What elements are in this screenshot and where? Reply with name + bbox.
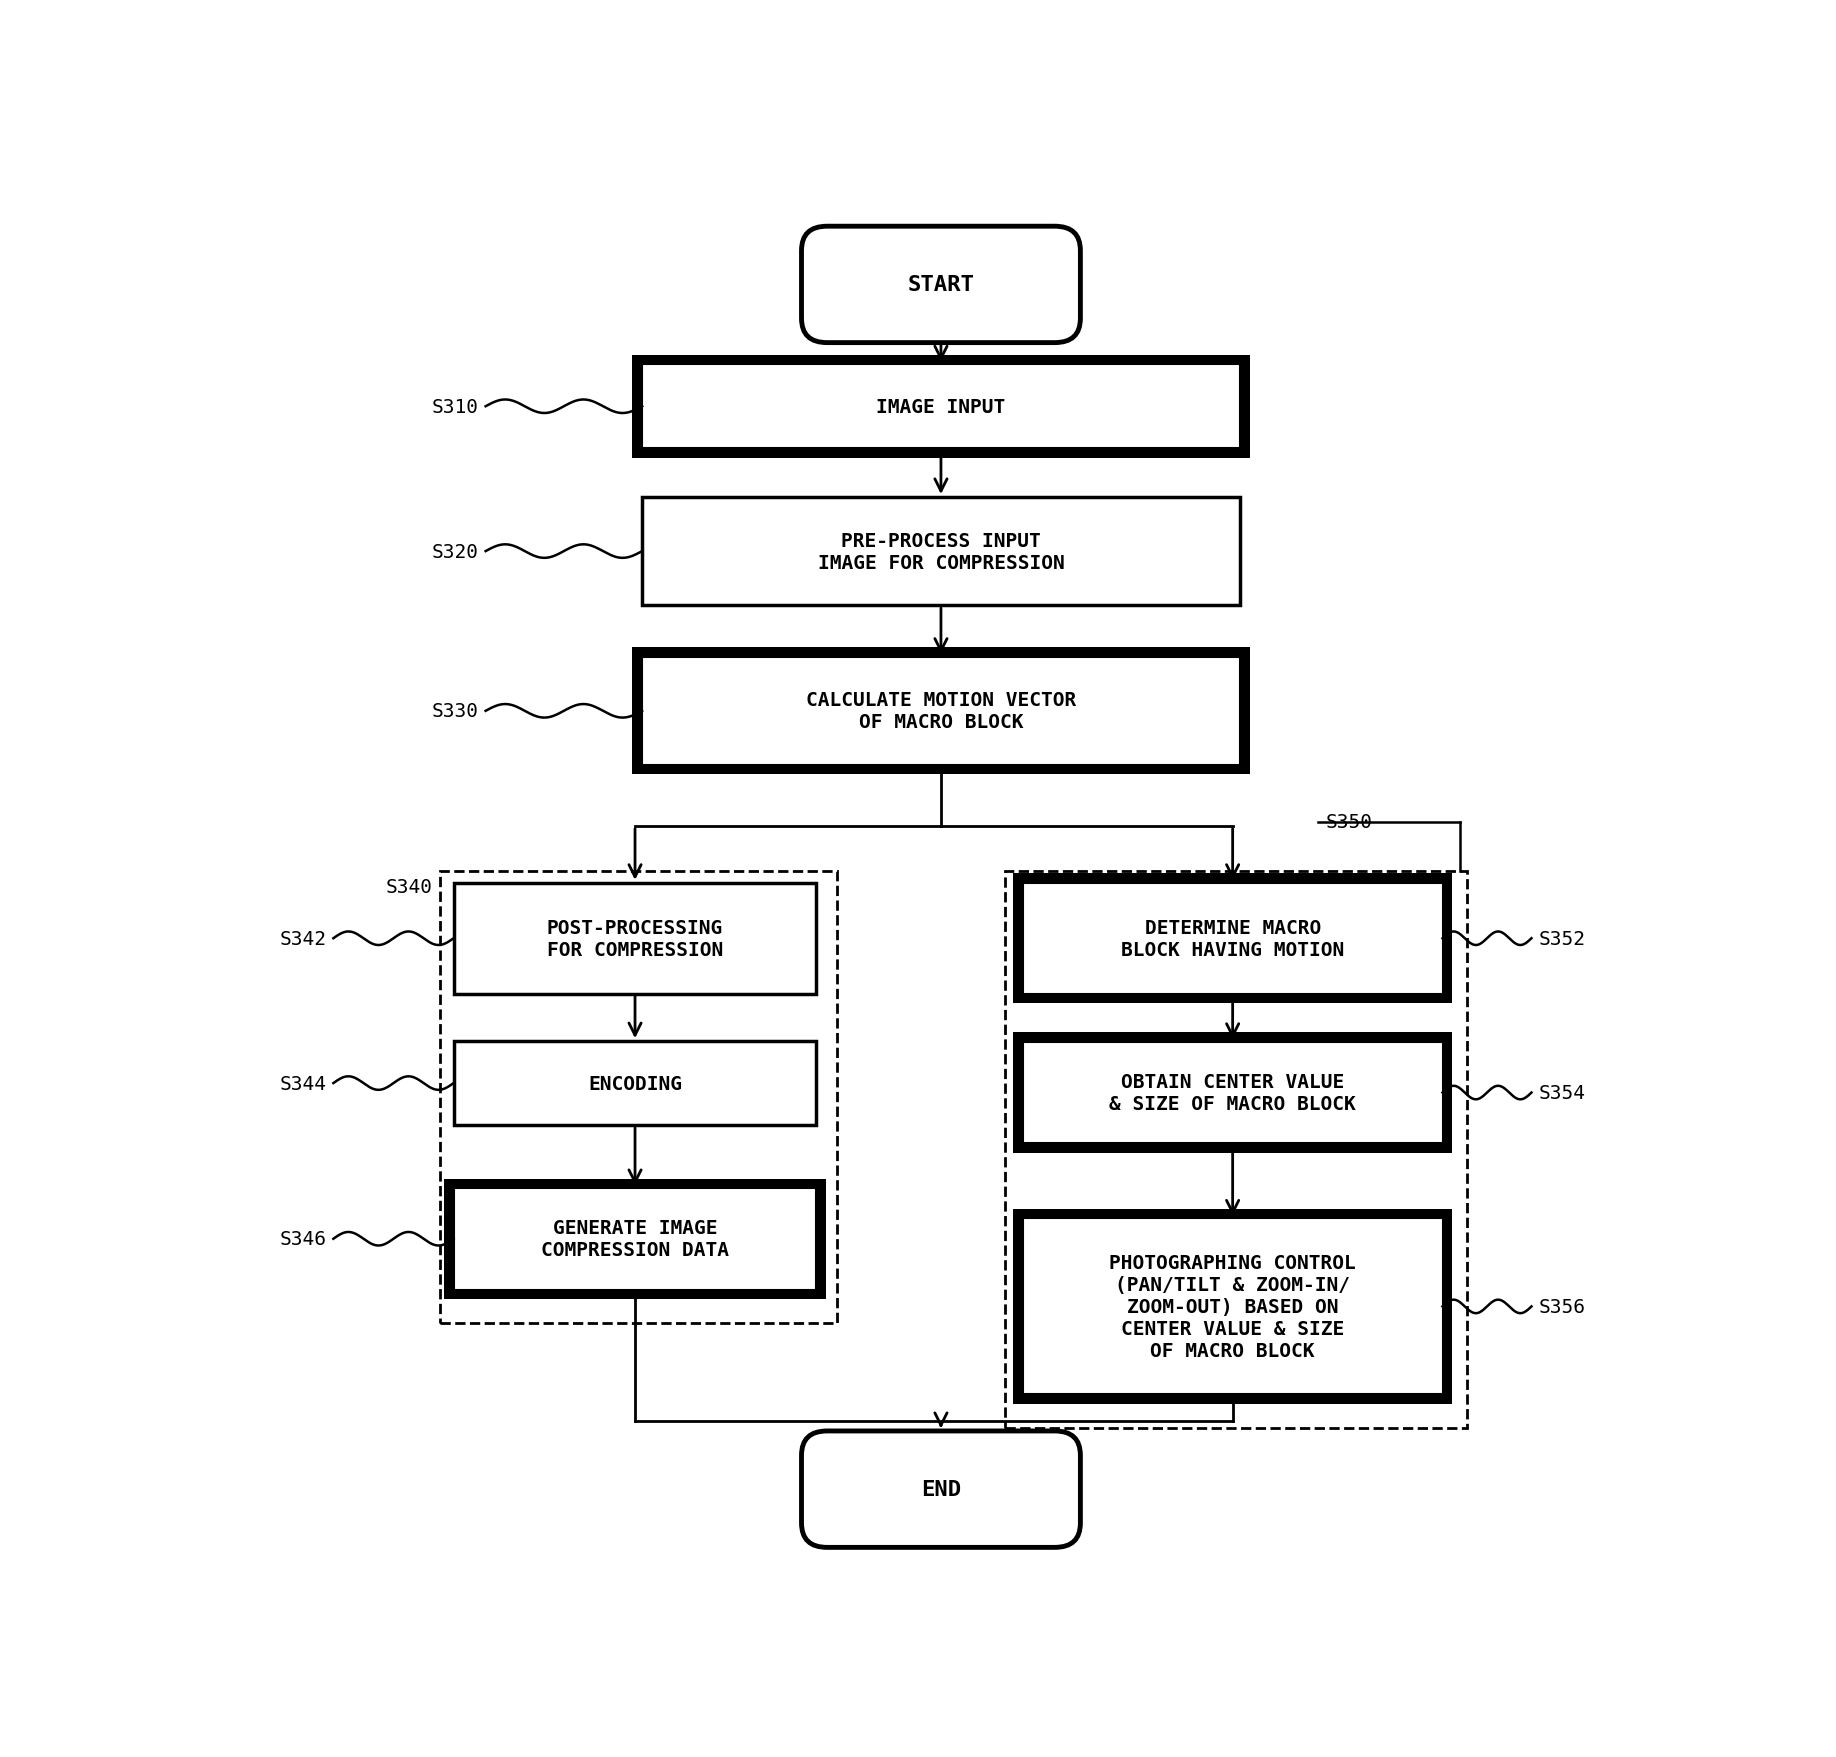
Bar: [643, 497, 1239, 606]
Text: S350: S350: [1326, 813, 1371, 831]
Bar: [1023, 1042, 1443, 1144]
Bar: [1013, 1209, 1452, 1404]
Bar: [453, 1042, 817, 1126]
Text: S352: S352: [1539, 929, 1586, 949]
Bar: [1013, 1033, 1452, 1153]
Bar: [444, 1179, 826, 1298]
Text: ENCODING: ENCODING: [588, 1074, 681, 1093]
Bar: [643, 365, 1239, 450]
Bar: [1023, 1219, 1443, 1395]
Text: S340: S340: [386, 878, 433, 896]
Text: OBTAIN CENTER VALUE
& SIZE OF MACRO BLOCK: OBTAIN CENTER VALUE & SIZE OF MACRO BLOC…: [1109, 1072, 1357, 1114]
Text: IMAGE INPUT: IMAGE INPUT: [876, 397, 1006, 416]
Bar: [453, 1188, 817, 1290]
Bar: [1023, 884, 1443, 994]
Text: S330: S330: [431, 701, 479, 720]
Text: GENERATE IMAGE
COMPRESSION DATA: GENERATE IMAGE COMPRESSION DATA: [542, 1219, 729, 1260]
FancyBboxPatch shape: [802, 1432, 1080, 1548]
Text: END: END: [922, 1479, 960, 1499]
Bar: [632, 648, 1250, 775]
Bar: [453, 1188, 817, 1290]
Bar: [643, 657, 1239, 766]
Text: S342: S342: [279, 929, 327, 949]
Text: S344: S344: [279, 1074, 327, 1093]
Bar: [643, 365, 1239, 450]
Text: S356: S356: [1539, 1297, 1586, 1316]
Text: S310: S310: [431, 397, 479, 416]
Bar: [643, 657, 1239, 766]
Bar: [1004, 871, 1467, 1428]
Bar: [453, 884, 817, 994]
Text: POST-PROCESSING
FOR COMPRESSION: POST-PROCESSING FOR COMPRESSION: [547, 919, 723, 959]
FancyBboxPatch shape: [802, 227, 1080, 343]
Bar: [1023, 1219, 1443, 1395]
Bar: [441, 871, 837, 1323]
Bar: [1013, 873, 1452, 1003]
Text: START: START: [907, 276, 975, 295]
Text: CALCULATE MOTION VECTOR
OF MACRO BLOCK: CALCULATE MOTION VECTOR OF MACRO BLOCK: [806, 691, 1076, 733]
Text: PRE-PROCESS INPUT
IMAGE FOR COMPRESSION: PRE-PROCESS INPUT IMAGE FOR COMPRESSION: [817, 531, 1065, 573]
Text: PHOTOGRAPHING CONTROL
(PAN/TILT & ZOOM-IN/
ZOOM-OUT) BASED ON
CENTER VALUE & SIZ: PHOTOGRAPHING CONTROL (PAN/TILT & ZOOM-I…: [1109, 1253, 1357, 1360]
Text: DETERMINE MACRO
BLOCK HAVING MOTION: DETERMINE MACRO BLOCK HAVING MOTION: [1122, 919, 1344, 959]
Bar: [1023, 884, 1443, 994]
Text: S346: S346: [279, 1230, 327, 1249]
Bar: [1023, 1042, 1443, 1144]
Text: S354: S354: [1539, 1084, 1586, 1102]
Text: S320: S320: [431, 543, 479, 560]
Bar: [632, 355, 1250, 459]
